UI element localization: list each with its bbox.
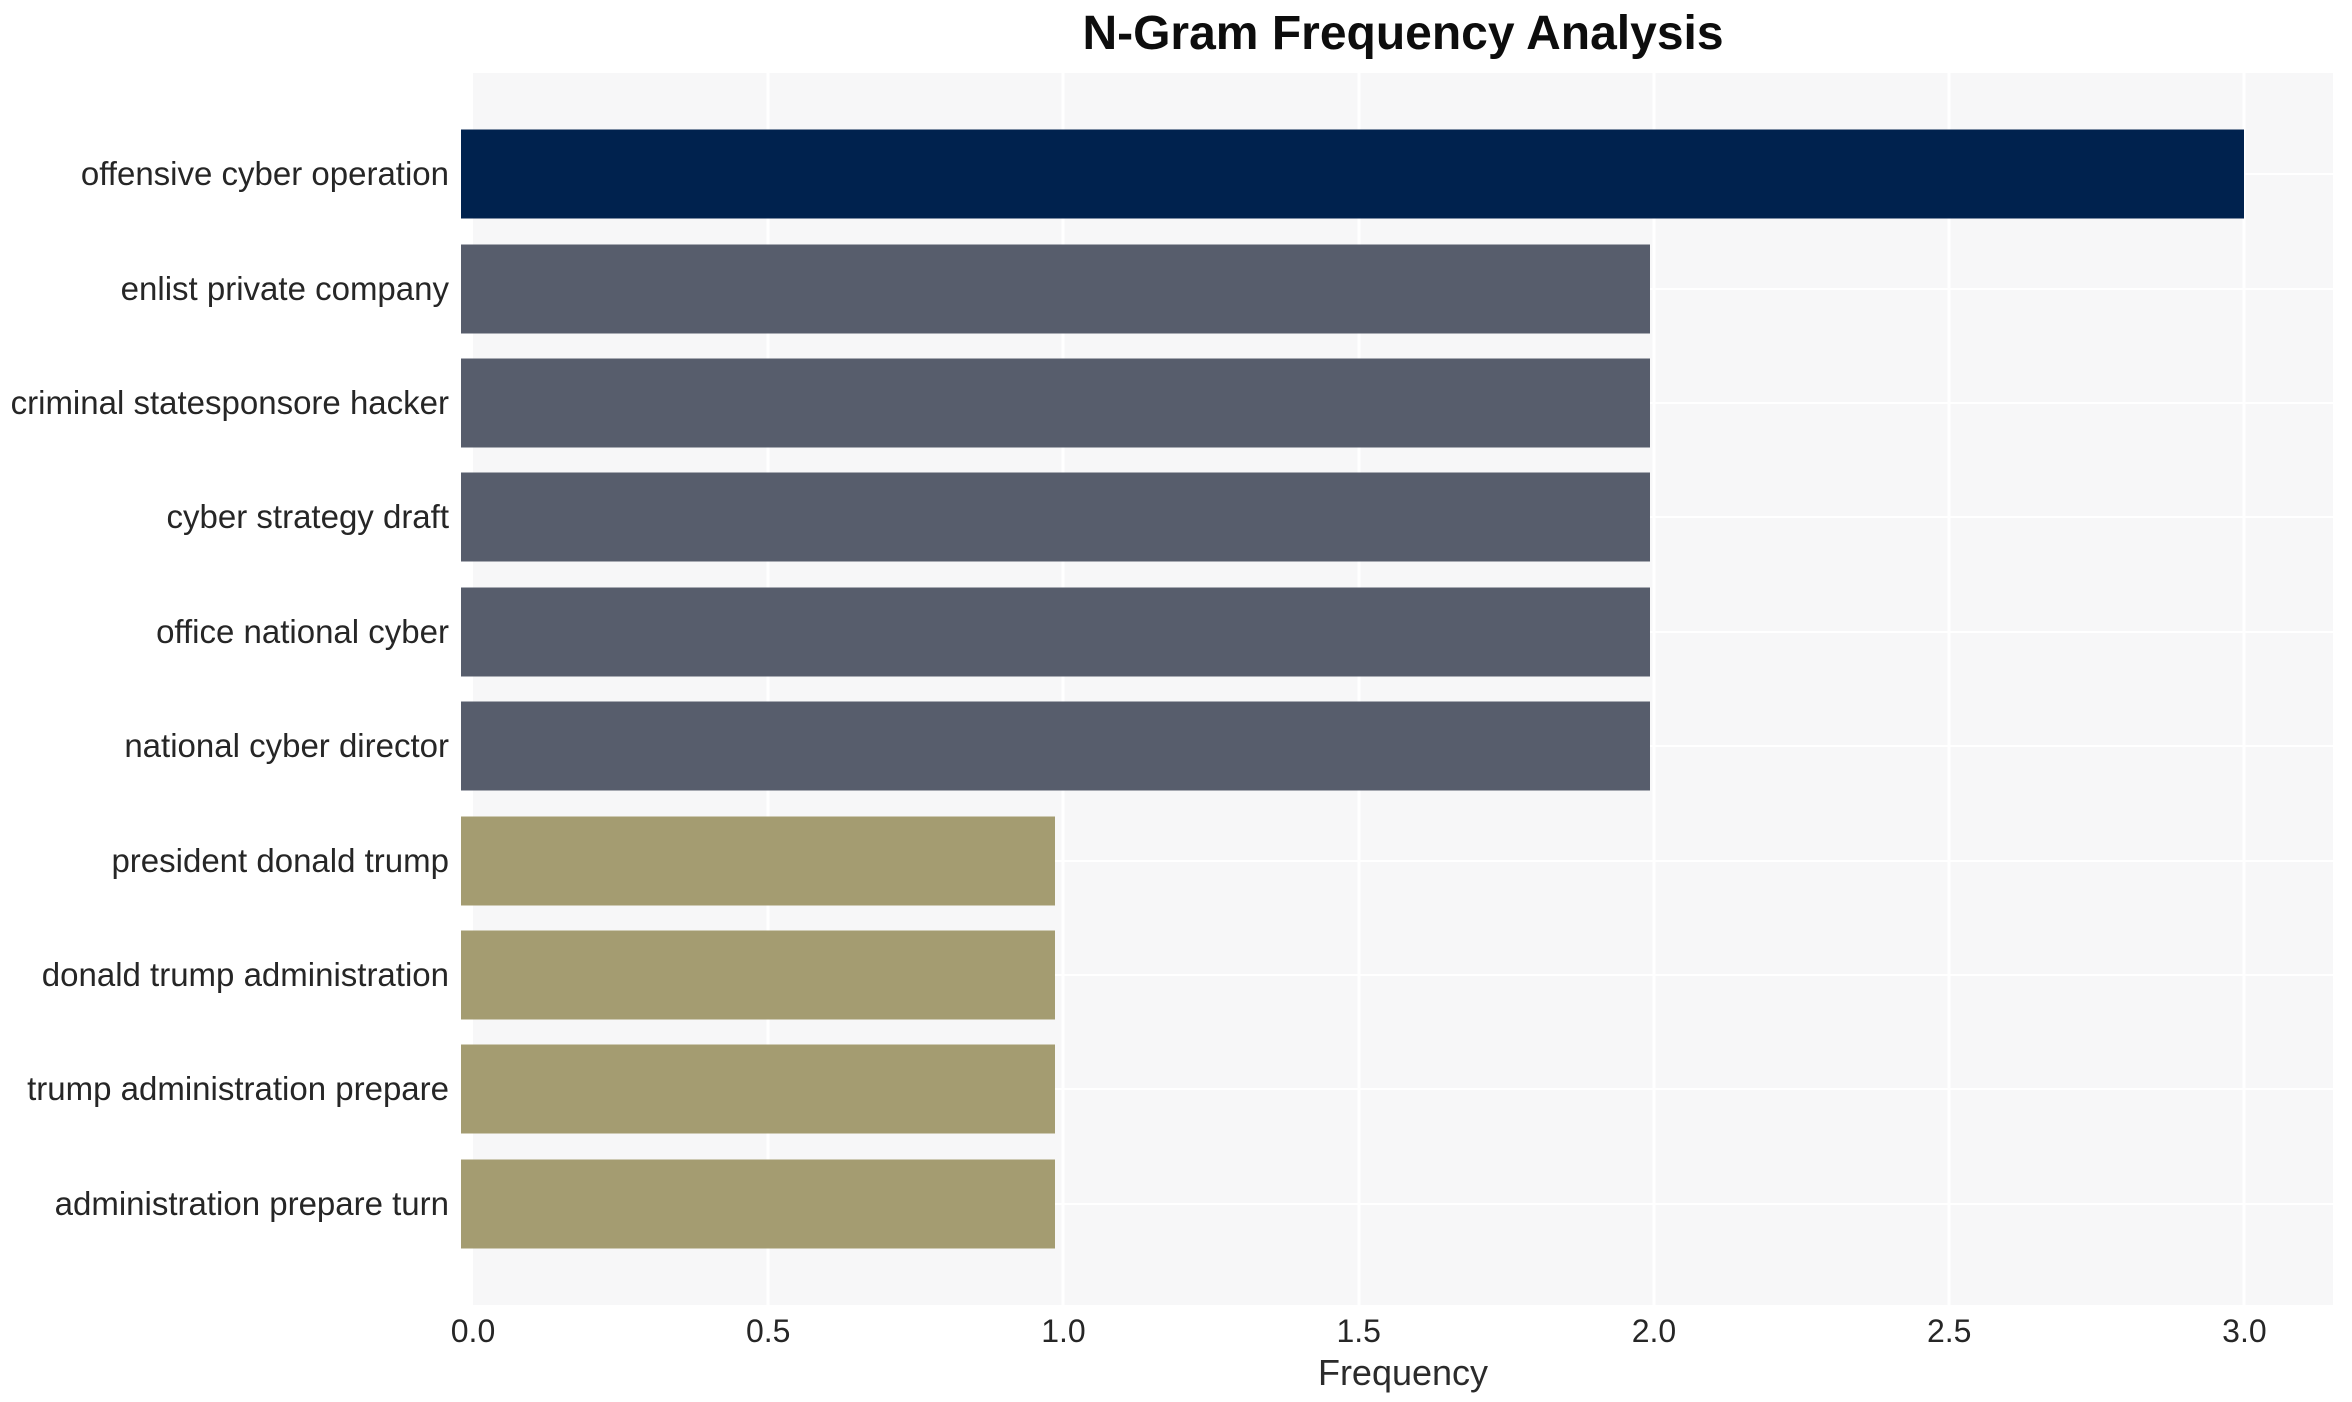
bar-row: cyber strategy draft xyxy=(0,460,2352,574)
bar-row: trump administration prepare xyxy=(0,1032,2352,1146)
category-label: office national cyber xyxy=(156,612,449,650)
horizontal-gridline xyxy=(461,859,2333,862)
bar-track xyxy=(461,575,2333,689)
x-tick-label: 1.0 xyxy=(1041,1313,1086,1349)
bar-track xyxy=(461,460,2333,574)
frequency-bar xyxy=(461,930,1056,1020)
x-axis-ticks: 0.0 0.5 1.0 1.5 2.0 2.5 3.0 xyxy=(451,1313,2333,1355)
bar-row: criminal statesponsore hacker xyxy=(0,346,2352,460)
bar-row: enlist private company xyxy=(0,231,2352,345)
bar-track xyxy=(461,1032,2333,1146)
category-label: offensive cyber operation xyxy=(80,155,449,193)
frequency-bar xyxy=(461,816,1056,906)
category-label: donald trump administration xyxy=(41,956,449,994)
frequency-bar xyxy=(461,701,1650,791)
bar-row: office national cyber xyxy=(0,575,2352,689)
category-label: trump administration prepare xyxy=(27,1070,449,1108)
x-tick-label: 0.5 xyxy=(745,1313,791,1349)
frequency-bar xyxy=(461,1044,1056,1134)
frequency-bar xyxy=(461,129,2244,219)
horizontal-gridline xyxy=(461,1088,2333,1091)
frequency-bar xyxy=(461,358,1650,448)
bar-track xyxy=(461,918,2333,1032)
bar-track xyxy=(461,231,2333,345)
bar-row: administration prepare turn xyxy=(0,1147,2352,1261)
category-label: president donald trump xyxy=(111,841,449,879)
x-tick-label: 0.0 xyxy=(450,1313,496,1349)
bar-rows-container: offensive cyber operation enlist private … xyxy=(0,73,2352,1305)
category-label: national cyber director xyxy=(124,727,449,765)
vertical-gridline xyxy=(1357,73,1361,1305)
vertical-gridline xyxy=(1652,73,1656,1305)
category-label: criminal statesponsore hacker xyxy=(10,384,449,422)
category-label: enlist private company xyxy=(120,269,449,307)
horizontal-gridline xyxy=(461,1202,2333,1205)
category-label: cyber strategy draft xyxy=(166,498,449,536)
bar-row: national cyber director xyxy=(0,689,2352,803)
bar-row: offensive cyber operation xyxy=(0,117,2352,231)
bar-track xyxy=(461,117,2333,231)
vertical-gridline xyxy=(766,73,770,1305)
chart-title: N-Gram Frequency Analysis xyxy=(1082,7,1724,60)
category-label: administration prepare turn xyxy=(54,1184,449,1222)
vertical-gridline xyxy=(1061,73,1065,1305)
bar-row: president donald trump xyxy=(0,803,2352,917)
x-axis-label: Frequency xyxy=(1317,1352,1489,1393)
bar-track xyxy=(461,1147,2333,1261)
frequency-bar xyxy=(461,244,1650,334)
frequency-bar xyxy=(461,587,1650,677)
horizontal-gridline xyxy=(461,974,2333,977)
bar-row: donald trump administration xyxy=(0,918,2352,1032)
frequency-bar xyxy=(461,472,1650,562)
bar-track xyxy=(461,803,2333,917)
vertical-gridline xyxy=(2242,73,2246,1305)
bar-track xyxy=(461,689,2333,803)
x-tick-label: 3.0 xyxy=(2222,1313,2267,1349)
x-tick-label: 1.5 xyxy=(1336,1313,1381,1349)
vertical-gridline xyxy=(1947,73,1951,1305)
x-tick-label: 2.0 xyxy=(1631,1313,1677,1349)
frequency-bar xyxy=(461,1159,1056,1249)
bar-track xyxy=(461,346,2333,460)
x-tick-label: 2.5 xyxy=(1926,1313,1972,1349)
